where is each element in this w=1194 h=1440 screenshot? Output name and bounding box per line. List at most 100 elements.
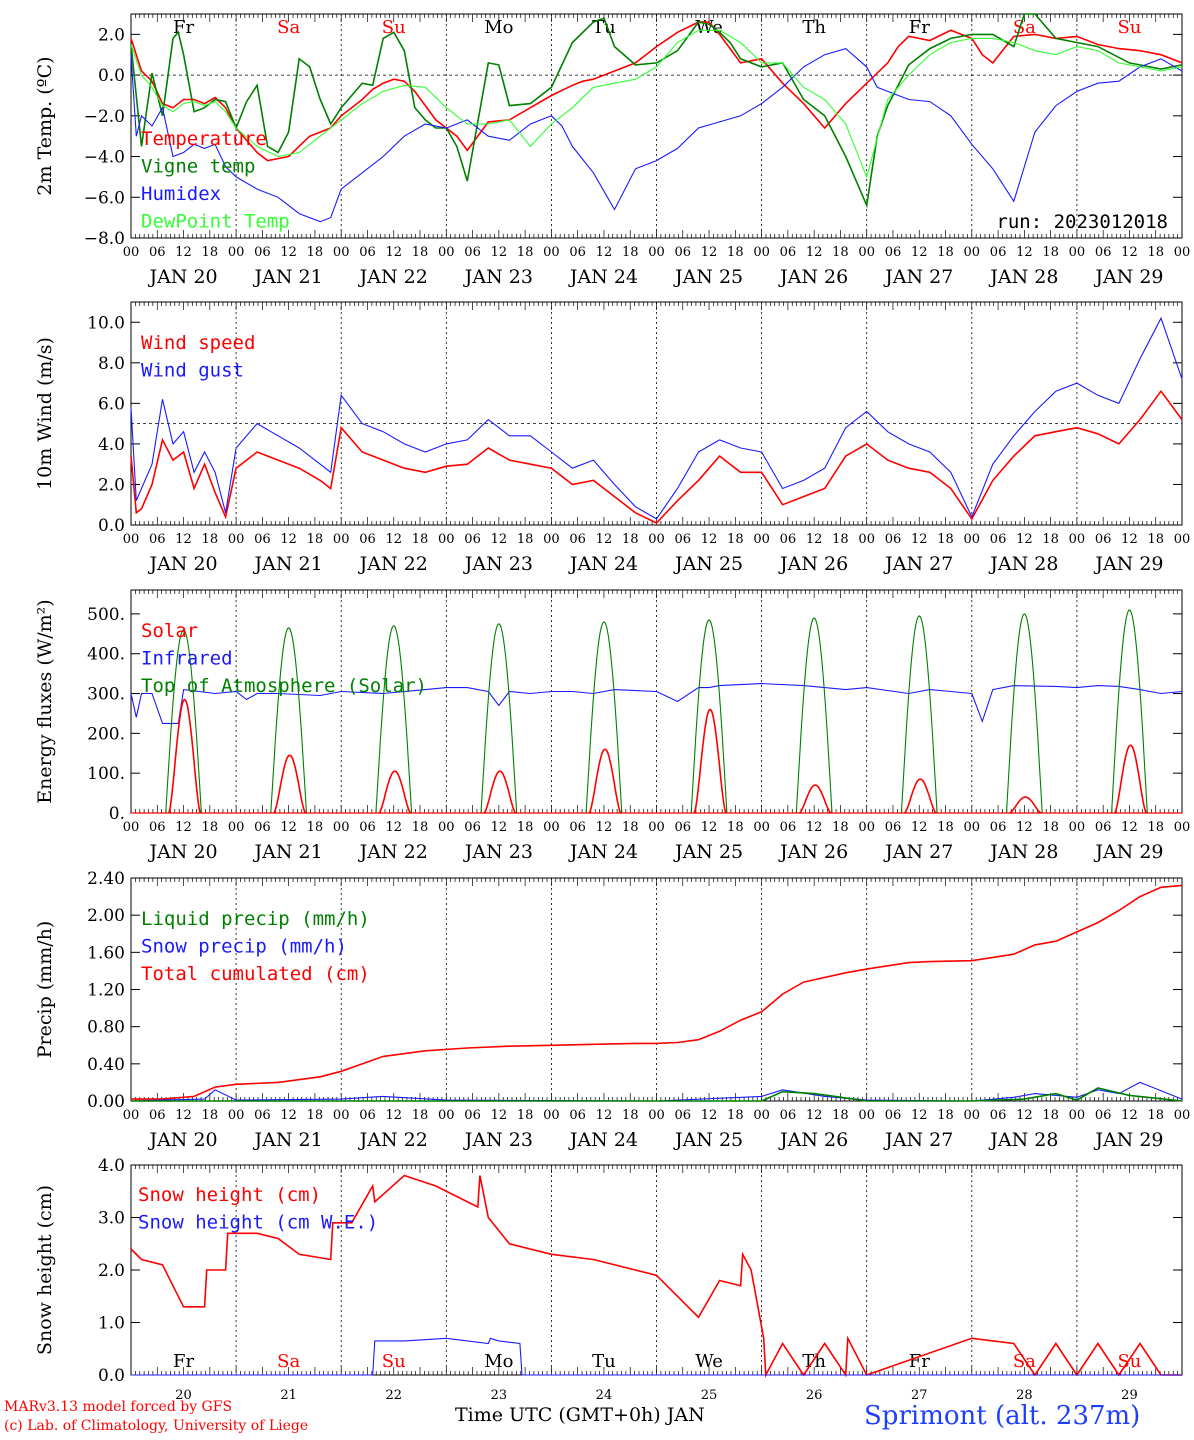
weekday-label: We <box>695 1351 723 1372</box>
hour-tick-label: 00 <box>123 245 140 260</box>
hour-tick-label: 06 <box>254 820 271 835</box>
toa-solar-curve <box>375 625 413 814</box>
hour-tick-label: 06 <box>359 245 376 260</box>
day-label: JAN 25 <box>673 1129 743 1151</box>
solar-curve <box>1009 796 1042 814</box>
hour-tick-label: 12 <box>806 532 823 547</box>
day-label: JAN 26 <box>778 841 848 863</box>
hour-tick-label: 00 <box>228 245 245 260</box>
hour-tick-label: 18 <box>1147 1108 1164 1123</box>
hour-tick-label: 18 <box>727 245 744 260</box>
y-tick-label: 0. <box>109 804 125 824</box>
toa-solar-curve <box>480 623 518 814</box>
hour-tick-label: 12 <box>596 1108 613 1123</box>
solar-curve <box>693 708 727 814</box>
day-label: JAN 25 <box>673 841 743 863</box>
hour-tick-label: 18 <box>937 820 954 835</box>
day-label: JAN 22 <box>358 553 428 575</box>
hour-tick-label: 18 <box>1147 532 1164 547</box>
hour-tick-label: 12 <box>596 820 613 835</box>
legend-entry: Infrared <box>141 648 233 670</box>
toa-solar-curve <box>900 615 938 814</box>
series-line-total-cumulated-cm- <box>131 884 1183 1100</box>
hour-tick-label: 18 <box>202 1108 219 1123</box>
hour-tick-label: 12 <box>701 532 718 547</box>
solar-curve <box>378 770 412 814</box>
hour-tick-label: 18 <box>202 245 219 260</box>
y-tick-label: 10.0 <box>87 313 125 333</box>
hour-tick-label: 18 <box>1147 245 1164 260</box>
hour-tick-label: 00 <box>543 1108 560 1123</box>
y-tick-label: 300. <box>87 685 125 705</box>
hour-tick-label: 18 <box>937 1108 954 1123</box>
hour-tick-label: 18 <box>1042 1108 1059 1123</box>
hour-tick-label: 12 <box>175 1108 192 1123</box>
y-tick-label: 500. <box>87 605 125 625</box>
hour-tick-label: 18 <box>1042 532 1059 547</box>
hour-tick-label: 12 <box>280 245 297 260</box>
hour-tick-label: 06 <box>885 245 902 260</box>
weekday-label: Su <box>382 17 406 38</box>
hour-tick-label: 12 <box>1121 245 1138 260</box>
weekday-label: We <box>695 17 723 38</box>
hour-tick-label: 06 <box>885 1108 902 1123</box>
run-label: run: 2023012018 <box>996 211 1168 233</box>
hour-tick-label: 00 <box>753 532 770 547</box>
day-label: JAN 28 <box>988 841 1058 863</box>
hour-tick-label: 12 <box>175 245 192 260</box>
hour-tick-label: 06 <box>464 532 481 547</box>
legend-entry: Wind speed <box>141 332 255 354</box>
day-number-label: 27 <box>911 1388 928 1403</box>
day-number-label: 26 <box>806 1388 823 1403</box>
series-line-humidex <box>130 47 1183 223</box>
hour-tick-label: 06 <box>254 245 271 260</box>
hour-tick-label: 12 <box>1016 820 1033 835</box>
y-tick-label: 2.00 <box>87 906 125 926</box>
hour-tick-label: 00 <box>648 1108 665 1123</box>
hour-tick-label: 12 <box>280 820 297 835</box>
hour-tick-label: 00 <box>1174 1108 1191 1123</box>
day-label: JAN 21 <box>253 553 323 575</box>
day-label: JAN 29 <box>1093 266 1163 288</box>
series-line-snow-height-cm- <box>130 1174 1182 1378</box>
hour-tick-label: 00 <box>964 1108 981 1123</box>
hour-tick-label: 06 <box>149 820 166 835</box>
y-tick-label: −8.0 <box>84 229 125 249</box>
hour-tick-label: 12 <box>491 1108 508 1123</box>
y-tick-label: 2.40 <box>87 869 125 889</box>
hour-tick-label: 06 <box>990 532 1007 547</box>
footer-credits: MARv3.13 model forced by GFS (c) Lab. of… <box>4 1398 308 1436</box>
hour-tick-label: 06 <box>569 532 586 547</box>
hour-tick-label: 18 <box>1042 245 1059 260</box>
legend-entry: Humidex <box>141 183 221 205</box>
hour-tick-label: 00 <box>438 820 455 835</box>
legend-entry: DewPoint Temp <box>141 211 290 233</box>
y-axis-label: Energy fluxes (W/m²) <box>34 599 56 803</box>
hour-tick-label: 12 <box>806 820 823 835</box>
day-label: JAN 21 <box>253 841 323 863</box>
hour-tick-label: 18 <box>622 245 639 260</box>
legend-entry: Snow height (cm W.E.) <box>138 1212 378 1234</box>
hour-tick-label: 00 <box>123 820 140 835</box>
hour-tick-label: 06 <box>990 820 1007 835</box>
hour-tick-label: 00 <box>753 245 770 260</box>
hour-tick-label: 18 <box>412 245 429 260</box>
weekday-label: Su <box>1117 17 1141 38</box>
weekday-label: Su <box>382 1351 406 1372</box>
day-number-label: 25 <box>701 1388 718 1403</box>
y-tick-label: 0.80 <box>87 1018 125 1038</box>
day-label: JAN 28 <box>988 553 1058 575</box>
hour-tick-label: 00 <box>543 532 560 547</box>
hour-tick-label: 06 <box>675 245 692 260</box>
day-label: JAN 22 <box>358 1129 428 1151</box>
hour-tick-label: 06 <box>569 1108 586 1123</box>
credit-label: (c) Lab. of Climatology, University of L… <box>4 1418 309 1434</box>
hour-tick-label: 12 <box>1121 1108 1138 1123</box>
hour-tick-label: 06 <box>149 1108 166 1123</box>
solar-curve <box>588 748 622 814</box>
hour-tick-label: 00 <box>753 820 770 835</box>
model-label: MARv3.13 model forced by GFS <box>4 1399 233 1415</box>
hour-tick-label: 00 <box>123 1108 140 1123</box>
day-label: JAN 28 <box>988 266 1058 288</box>
